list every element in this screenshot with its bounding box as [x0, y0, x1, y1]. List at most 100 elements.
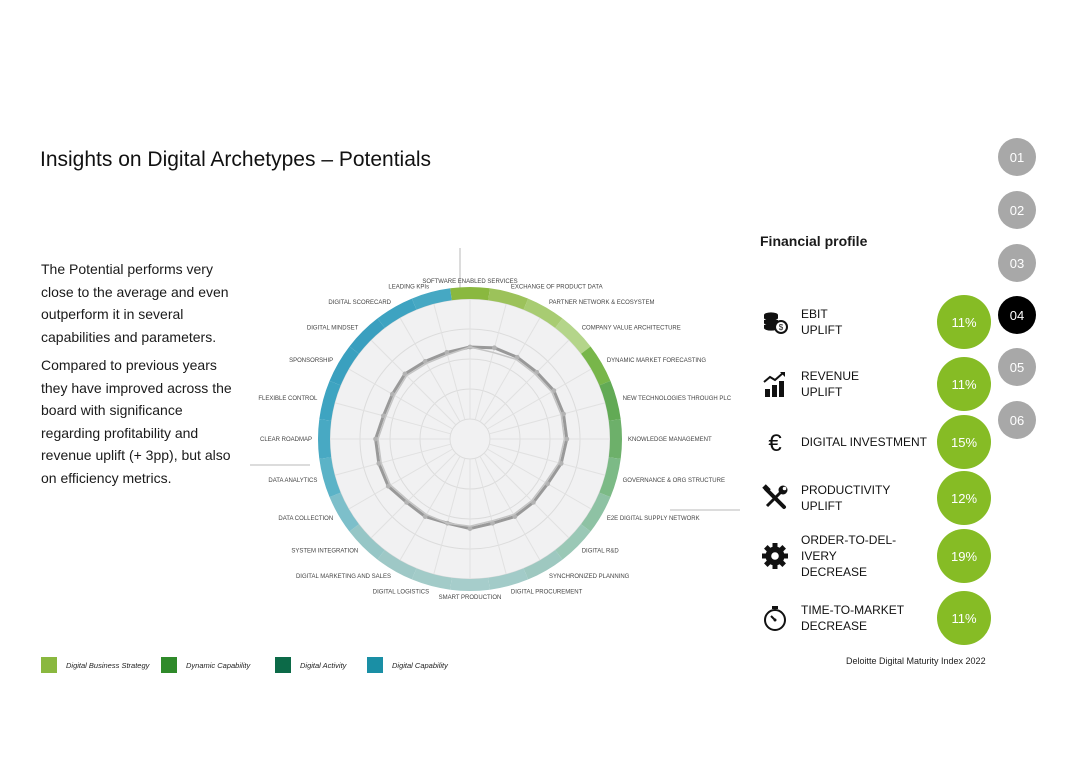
radar-axis-label: DIGITAL LOGISTICS: [373, 590, 429, 596]
radar-axis-label: NEW TECHNOLOGIES THROUGH PLC: [623, 396, 732, 402]
radar-axis-label: GOVERNANCE & ORG STRUCTURE: [623, 478, 725, 484]
radar-data-point: [492, 345, 497, 351]
radar-ring-segment: [488, 288, 529, 310]
radar-axis-label: DIGITAL MINDSET: [307, 325, 359, 331]
radar-ring-segment: [599, 457, 621, 498]
radar-ring-segment: [555, 318, 591, 354]
radar-data-point: [558, 461, 564, 466]
nav-page-02[interactable]: 02: [998, 191, 1036, 229]
radar-ring-segment: [319, 457, 341, 498]
radar-ring-segment: [411, 568, 452, 590]
radar-axis-label: SOFTWARE ENABLED SERVICES: [422, 279, 517, 285]
radar-data-point: [564, 436, 570, 442]
detail-paragraph: Compared to previous years they have imp…: [41, 357, 232, 486]
fp-value-badge: 12%: [937, 471, 991, 525]
radar-ring-segment: [349, 318, 385, 354]
radar-data-point: [385, 483, 391, 489]
fp-value-badge: 15%: [937, 415, 991, 469]
radar-data-point: [422, 359, 428, 364]
radar-axis-label: COMPANY VALUE ARCHITECTURE: [582, 325, 681, 331]
radar-ring-segment: [555, 524, 591, 560]
radar-ring-segment: [377, 549, 417, 580]
radar-ring-segment: [318, 419, 332, 459]
radar-axis-label: SYSTEM INTEGRATION: [291, 549, 358, 555]
gear-icon: [762, 543, 788, 569]
radar-ring-segment: [608, 419, 622, 459]
radar-ring-segment: [599, 380, 621, 421]
radar-axis-label: DATA COLLECTION: [278, 516, 333, 522]
radar-spoke: [348, 368, 453, 430]
growth-chart-icon: [763, 372, 785, 397]
radar-axis-label: EXCHANGE OF PRODUCT DATA: [511, 284, 603, 290]
radar-spoke: [474, 303, 507, 420]
fp-row-digital-investment: € DIGITAL INVESTMENT 15%: [760, 412, 1000, 472]
radar-data-point: [490, 520, 495, 526]
radar-data-point: [514, 354, 520, 360]
radar-ring-segment: [450, 287, 490, 301]
radar-axis-label: SPONSORSHIP: [289, 358, 333, 364]
radar-spoke: [474, 458, 507, 575]
legend-label: Digital Capability: [392, 660, 448, 670]
coins-icon: $: [764, 312, 788, 334]
nav-page-03[interactable]: 03: [998, 244, 1036, 282]
legend-item: Digital Business Strategy: [41, 657, 149, 673]
radar-ring-segment: [319, 380, 341, 421]
radar-spoke: [479, 317, 541, 422]
fp-label: PRODUCTIVITY UPLIFT: [801, 483, 891, 513]
legend-item: Dynamic Capability: [161, 657, 250, 673]
fp-value-badge: 11%: [937, 591, 991, 645]
radar-spoke: [487, 448, 592, 510]
radar-axis-label: FLEXIBLE CONTROL: [258, 396, 318, 402]
nav-page-01[interactable]: 01: [998, 138, 1036, 176]
radar-ring-segment: [450, 577, 490, 591]
svg-text:$: $: [779, 323, 784, 332]
euro-icon: €: [768, 430, 782, 457]
page-title: Insights on Digital Archetypes – Potenti…: [40, 148, 432, 171]
radar-spoke: [334, 402, 451, 435]
radar-data-point: [376, 461, 382, 466]
stopwatch-icon: [764, 606, 786, 631]
radar-data-point: [551, 388, 557, 393]
radar-axis-label: DIGITAL SCORECARD: [328, 300, 391, 306]
radar-data-point: [422, 514, 428, 519]
radar-axis-label: DIGITAL R&D: [582, 549, 620, 555]
legend-label: Digital Business Strategy: [66, 660, 150, 670]
radar-axis-label: DIGITAL PROCUREMENT: [511, 590, 583, 596]
radar-data-point: [373, 436, 378, 442]
radar-spoke: [433, 303, 466, 420]
nav-page-04[interactable]: 04: [998, 296, 1036, 334]
radar-spoke: [399, 317, 461, 422]
fp-value-badge: 11%: [937, 295, 991, 349]
fp-label: TIME-TO-MARKET DECREASE: [801, 603, 905, 633]
fp-label: DIGITAL INVESTMENT: [801, 435, 928, 449]
legend-item: Digital Capability: [367, 657, 448, 673]
radar-spoke: [370, 339, 457, 426]
fp-row-time-to-market: TIME-TO-MARKET DECREASE 11%: [760, 588, 1000, 648]
legend-item: Digital Activity: [275, 657, 346, 673]
radar-spoke: [483, 339, 570, 426]
intro-paragraph: The Potential performs very close to the…: [41, 261, 229, 345]
radar-spoke: [334, 443, 451, 476]
radar-ring-segment: [488, 568, 529, 590]
radar-ring-segment: [329, 346, 360, 386]
nav-page-05[interactable]: 05: [998, 348, 1036, 386]
fp-row-order-to-delivery: ORDER-TO-DEL-IVERY DECREASE 19%: [760, 526, 1000, 586]
radar-axis-label: DIGITAL MARKETING AND SALES: [296, 574, 391, 580]
radar-axis-label: SMART PRODUCTION: [439, 595, 502, 601]
radar-spoke: [489, 443, 606, 476]
radar-axis-label: DATA ANALYTICS: [268, 478, 317, 484]
radar-ring-segment: [580, 346, 611, 386]
legend-swatch: [161, 657, 177, 673]
radar-axis-label: PARTNER NETWORK & ECOSYSTEM: [549, 300, 654, 306]
nav-page-06[interactable]: 06: [998, 401, 1036, 439]
radar-ring-segment: [329, 492, 360, 532]
radar-axis-label: LEADING KPIs: [388, 284, 429, 290]
fp-value-badge: 19%: [937, 529, 991, 583]
radar-spoke: [489, 402, 606, 435]
radar-data-point: [512, 514, 518, 519]
source-footer: Deloitte Digital Maturity Index 2022: [846, 656, 986, 666]
radar-ring-segment: [377, 298, 417, 329]
radar-spoke: [348, 448, 453, 510]
radar-data-point: [467, 526, 473, 531]
